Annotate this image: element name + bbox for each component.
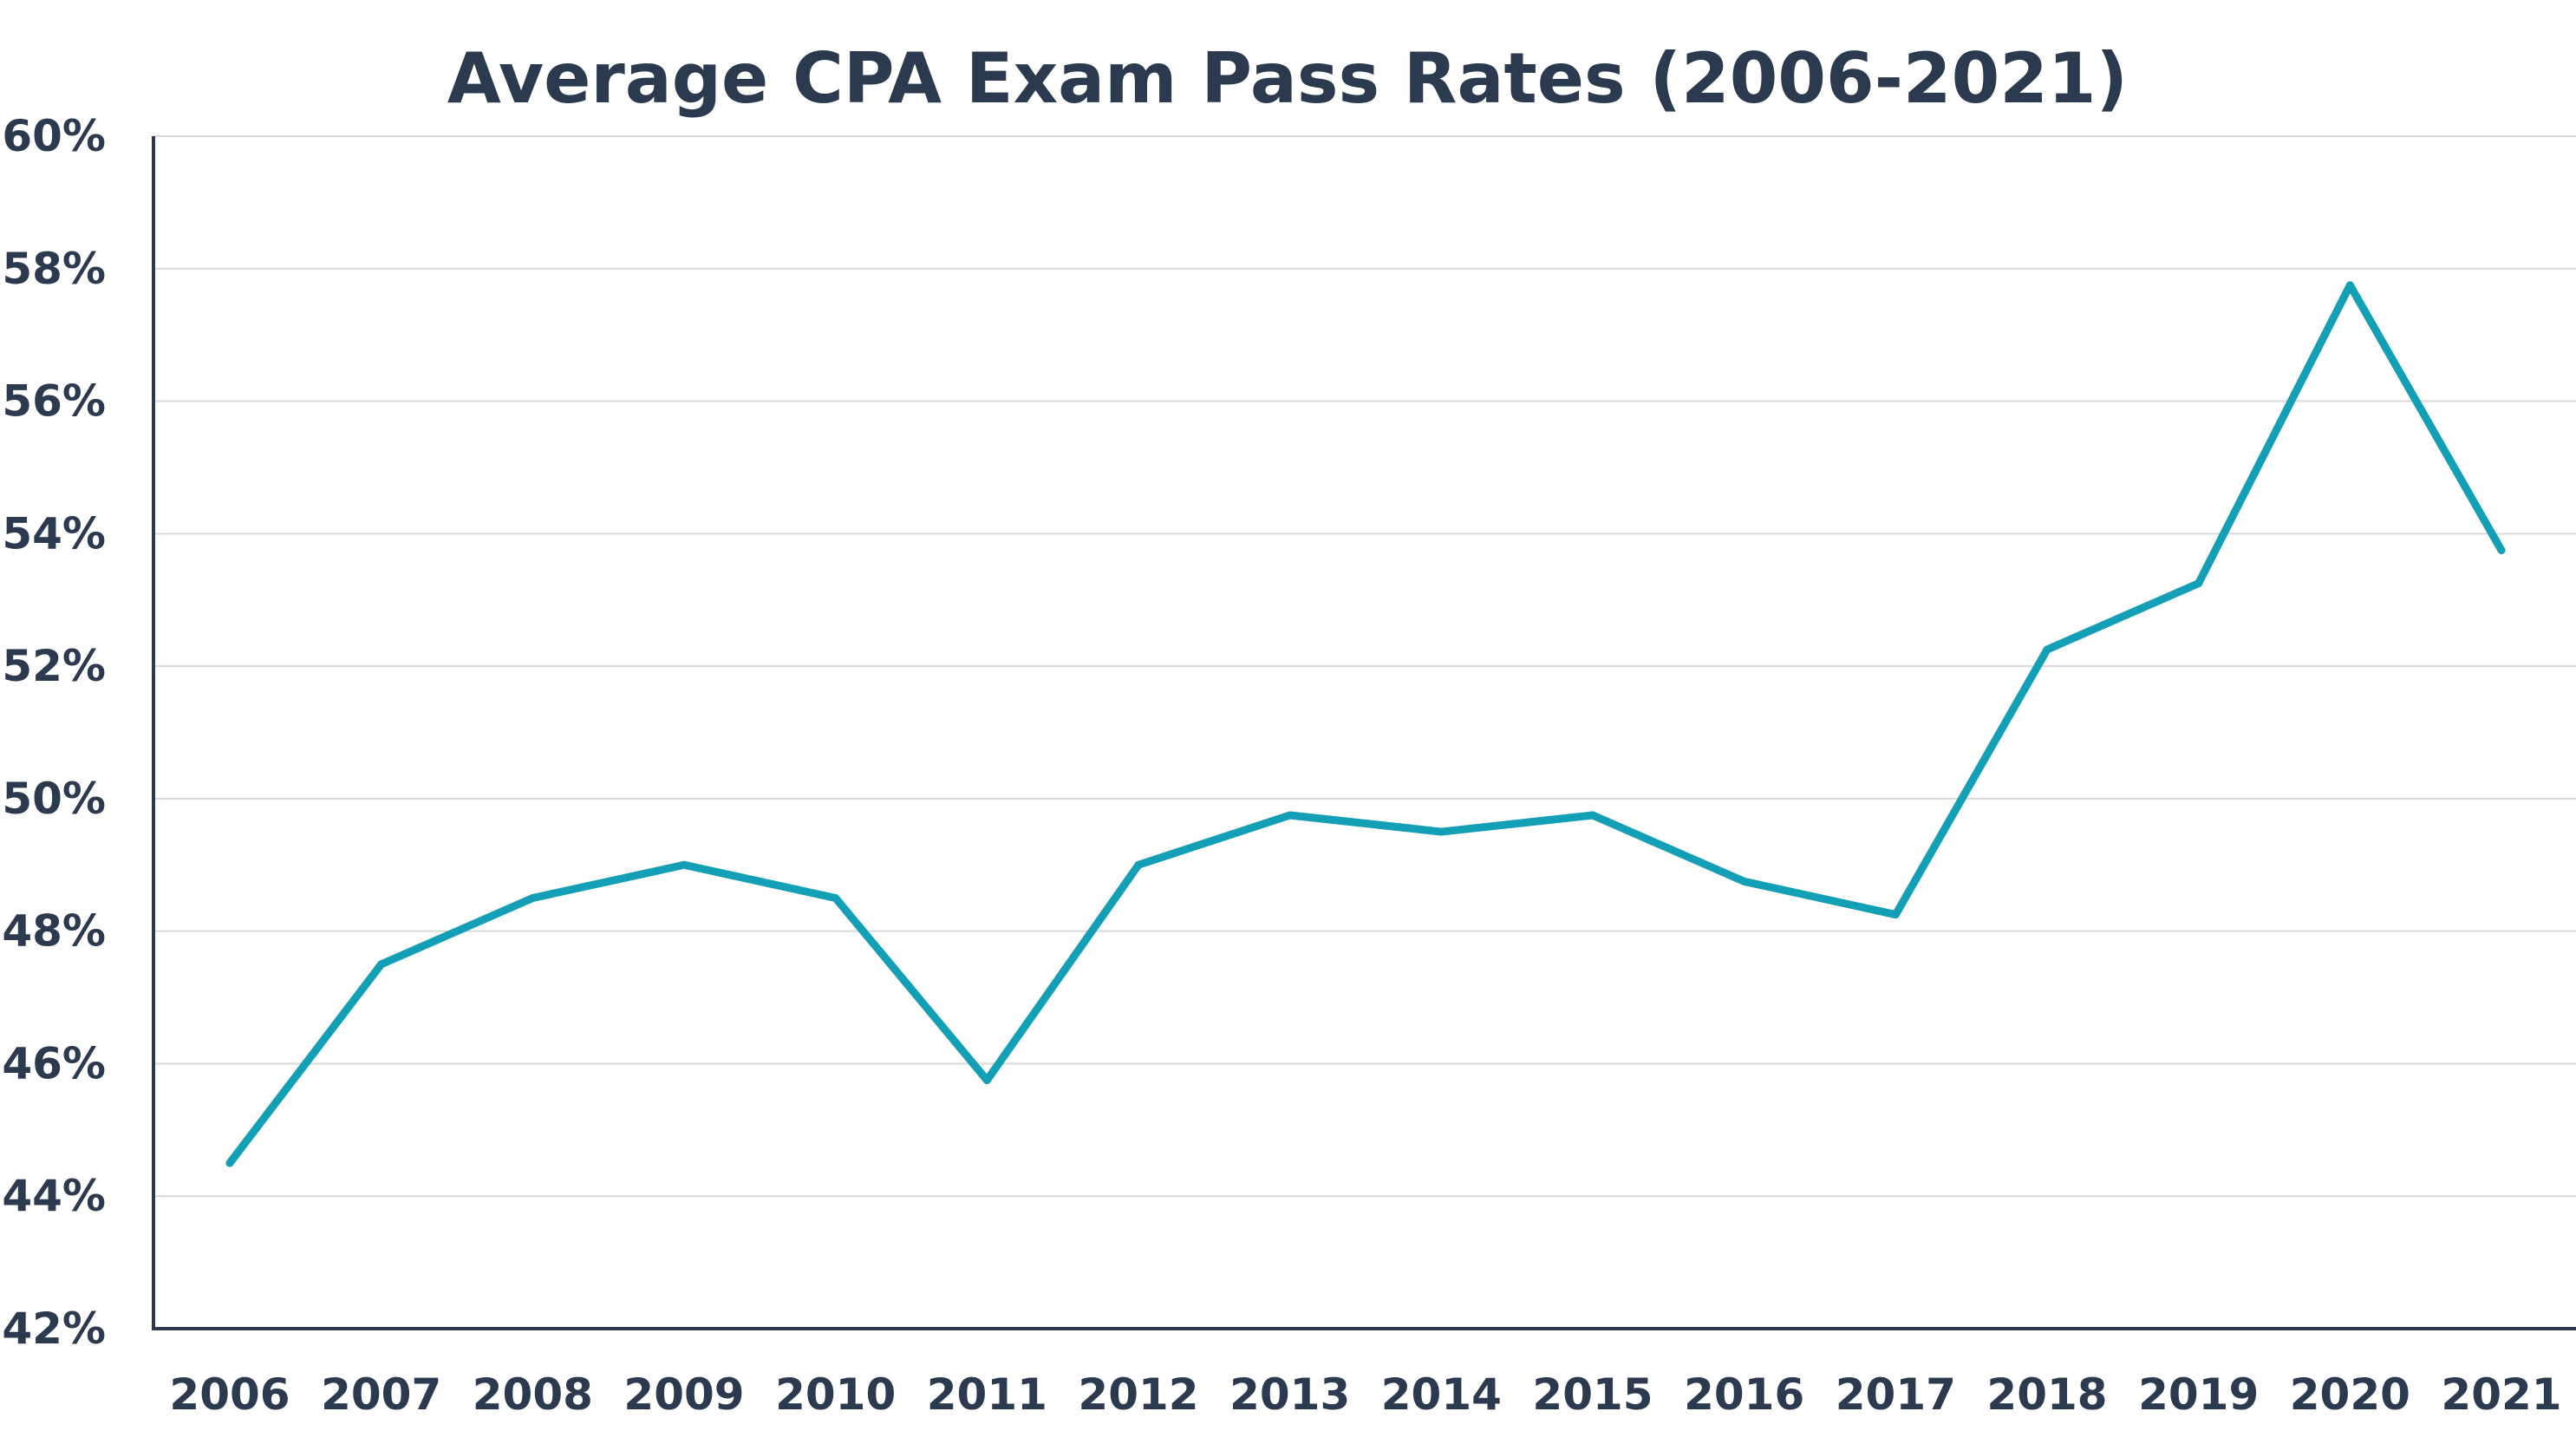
y-tick-label: 44%	[2, 1171, 106, 1221]
series-line	[225, 281, 2506, 1167]
x-tick-label: 2014	[1381, 1369, 1502, 1420]
x-tick-label: 2008	[473, 1369, 593, 1420]
y-tick-label: 48%	[2, 906, 106, 957]
data-point	[982, 1076, 991, 1085]
y-tick-label: 56%	[2, 376, 106, 427]
x-tick-label: 2006	[169, 1369, 290, 1420]
data-point	[225, 1159, 234, 1167]
x-tick-label: 2015	[1532, 1369, 1653, 1420]
y-tick-label: 58%	[2, 244, 106, 294]
x-tick-label: 2017	[1836, 1369, 1956, 1420]
y-tick-label: 46%	[2, 1038, 106, 1088]
data-point	[1134, 860, 1143, 869]
x-tick-label: 2018	[1986, 1369, 2107, 1420]
data-point	[377, 960, 386, 969]
y-tick-label: 54%	[2, 508, 106, 559]
data-point	[831, 893, 840, 902]
y-tick-label: 52%	[2, 641, 106, 691]
x-tick-label: 2021	[2441, 1369, 2561, 1420]
y-tick-label: 60%	[2, 111, 106, 161]
y-axis-tick-labels: 42% 44% 46% 48% 50% 52% 54% 56% 58% 60%	[2, 111, 106, 1354]
chart-title: Average CPA Exam Pass Rates (2006-2021)	[447, 38, 2128, 119]
gridlines	[153, 135, 2576, 1198]
x-tick-label: 2020	[2290, 1369, 2410, 1420]
data-point	[1286, 811, 1295, 820]
x-tick-label: 2007	[321, 1369, 441, 1420]
data-point	[1891, 911, 1900, 919]
data-point	[1588, 811, 1597, 820]
data-point	[1740, 877, 1749, 885]
x-tick-label: 2016	[1684, 1369, 1804, 1420]
data-point	[528, 893, 537, 902]
y-tick-label: 50%	[2, 774, 106, 824]
x-tick-label: 2010	[775, 1369, 896, 1420]
data-point	[680, 860, 688, 869]
x-tick-label: 2011	[927, 1369, 1047, 1420]
data-point	[2194, 579, 2203, 588]
data-point	[2345, 281, 2354, 290]
data-point	[2497, 546, 2506, 554]
x-tick-label: 2013	[1229, 1369, 1350, 1420]
x-tick-label: 2019	[2138, 1369, 2259, 1420]
x-axis-tick-labels: 2006 2007 2008 2009 2010 2011 2012 2013 2014 2015…	[169, 1369, 2561, 1420]
x-tick-label: 2012	[1078, 1369, 1198, 1420]
data-point	[2043, 645, 2051, 654]
y-tick-label: 42%	[2, 1304, 106, 1354]
x-tick-label: 2009	[623, 1369, 744, 1420]
data-point	[1437, 827, 1445, 836]
series-layer	[225, 281, 2506, 1167]
